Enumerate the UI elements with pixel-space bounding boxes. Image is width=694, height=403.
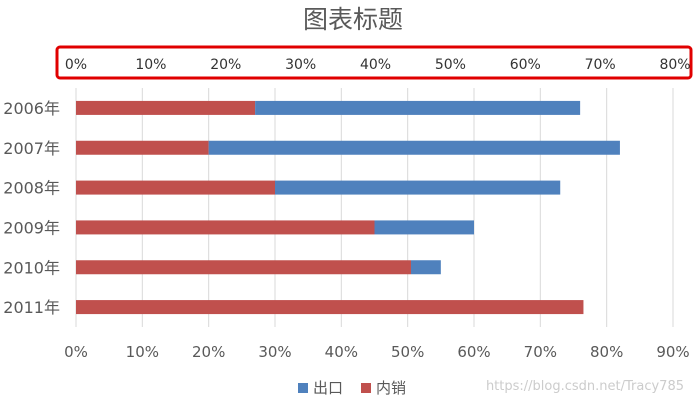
top-axis-tick-label: 40% xyxy=(360,57,391,73)
x-tick-label: 0% xyxy=(64,343,88,361)
x-tick-label: 70% xyxy=(524,343,557,361)
bar-export xyxy=(410,260,441,275)
legend-swatch-export xyxy=(298,383,308,393)
x-tick-label: 10% xyxy=(126,343,159,361)
category-label: 2007年 xyxy=(3,139,60,158)
legend-swatch-domestic xyxy=(361,383,371,393)
x-tick-label: 90% xyxy=(656,343,689,361)
top-axis-tick-label: 50% xyxy=(435,57,466,73)
category-label: 2009年 xyxy=(3,218,60,237)
top-axis-tick-label: 0% xyxy=(65,57,87,73)
x-tick-label: 30% xyxy=(258,343,291,361)
legend: 出口 内销 xyxy=(298,379,406,397)
bar-domestic xyxy=(76,300,584,315)
bar-domestic xyxy=(76,220,375,235)
x-tick-label: 50% xyxy=(391,343,424,361)
category-labels: 2006年 2007年 2008年 2009年 2010年 2011年 xyxy=(3,99,60,317)
bars xyxy=(76,100,620,315)
x-axis-tick-labels: 0% 10% 20% 30% 40% 50% 60% 70% 80% 90% xyxy=(64,343,690,361)
category-label: 2008年 xyxy=(3,179,60,198)
bar-domestic xyxy=(76,260,411,275)
x-tick-label: 60% xyxy=(457,343,490,361)
gridlines xyxy=(75,88,674,327)
bar-export xyxy=(255,100,581,115)
legend-label-domestic: 内销 xyxy=(376,379,406,397)
x-tick-label: 40% xyxy=(325,343,358,361)
top-axis-highlight-box xyxy=(55,45,693,80)
top-axis-tick-label: 70% xyxy=(585,57,616,73)
bar-domestic xyxy=(76,140,209,155)
chart-title: 图表标题 xyxy=(303,5,403,34)
top-axis-tick-label: 10% xyxy=(135,57,166,73)
bar-export xyxy=(208,140,620,155)
category-label: 2006年 xyxy=(3,99,60,118)
bar-domestic xyxy=(76,100,256,115)
top-axis-tick-label: 20% xyxy=(210,57,241,73)
bar-export xyxy=(275,180,561,195)
category-label: 2011年 xyxy=(3,298,60,317)
watermark: https://blog.csdn.net/Tracy785 xyxy=(486,379,684,394)
top-axis-tick-label: 60% xyxy=(510,57,541,73)
legend-label-export: 出口 xyxy=(313,379,343,397)
x-tick-label: 20% xyxy=(192,343,225,361)
top-axis: 0% 10% 20% 30% 40% 50% 60% 70% 80% xyxy=(55,45,693,80)
bar-export xyxy=(374,220,474,235)
top-axis-tick-label: 80% xyxy=(659,57,690,73)
top-axis-tick-label: 30% xyxy=(285,57,316,73)
x-tick-label: 80% xyxy=(590,343,623,361)
category-label: 2010年 xyxy=(3,258,60,277)
bar-domestic xyxy=(76,180,275,195)
